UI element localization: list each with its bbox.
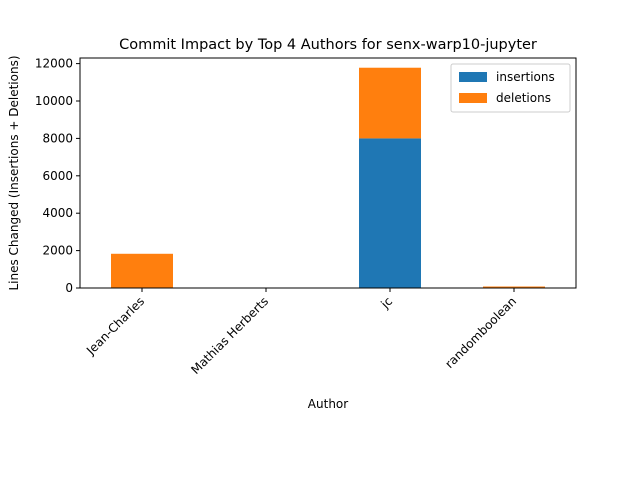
legend: insertions deletions [450,63,571,113]
chart-title: Commit Impact by Top 4 Authors for senx-… [119,37,537,53]
y-tick-label-5: 10000 [35,94,73,108]
bar-deletions-3 [483,286,545,288]
y-tick-label-1: 2000 [42,244,73,258]
y-tick-label-6: 12000 [35,57,73,71]
x-tick-label-0: Jean-Charles [83,294,147,358]
x-axis-label: Author [308,397,348,411]
bars-group [111,67,545,288]
bar-deletions-2 [359,67,421,139]
y-axis: 0 2000 4000 6000 8000 10000 12000 [35,57,80,295]
plot-frame [79,57,577,289]
bar-insertions-2 [359,138,421,288]
x-tick-label-3: randomboolean [442,294,519,371]
y-axis-label: Lines Changed (Insertions + Deletions) [7,55,21,290]
x-axis: Jean-Charles Mathias Herberts jc randombool… [83,288,519,377]
y-tick-label-2: 4000 [42,206,73,220]
y-tick-label-0: 0 [65,281,73,295]
y-tick-label-4: 8000 [42,131,73,145]
legend-swatch-deletions [459,93,487,103]
legend-label-insertions: insertions [496,70,555,84]
x-tick-label-1: Mathias Herberts [188,294,271,377]
legend-swatch-insertions [459,72,487,82]
legend-label-deletions: deletions [496,91,551,105]
bar-deletions-0 [111,253,173,288]
x-tick-label-2: jc [377,294,395,312]
y-tick-label-3: 6000 [42,169,73,183]
